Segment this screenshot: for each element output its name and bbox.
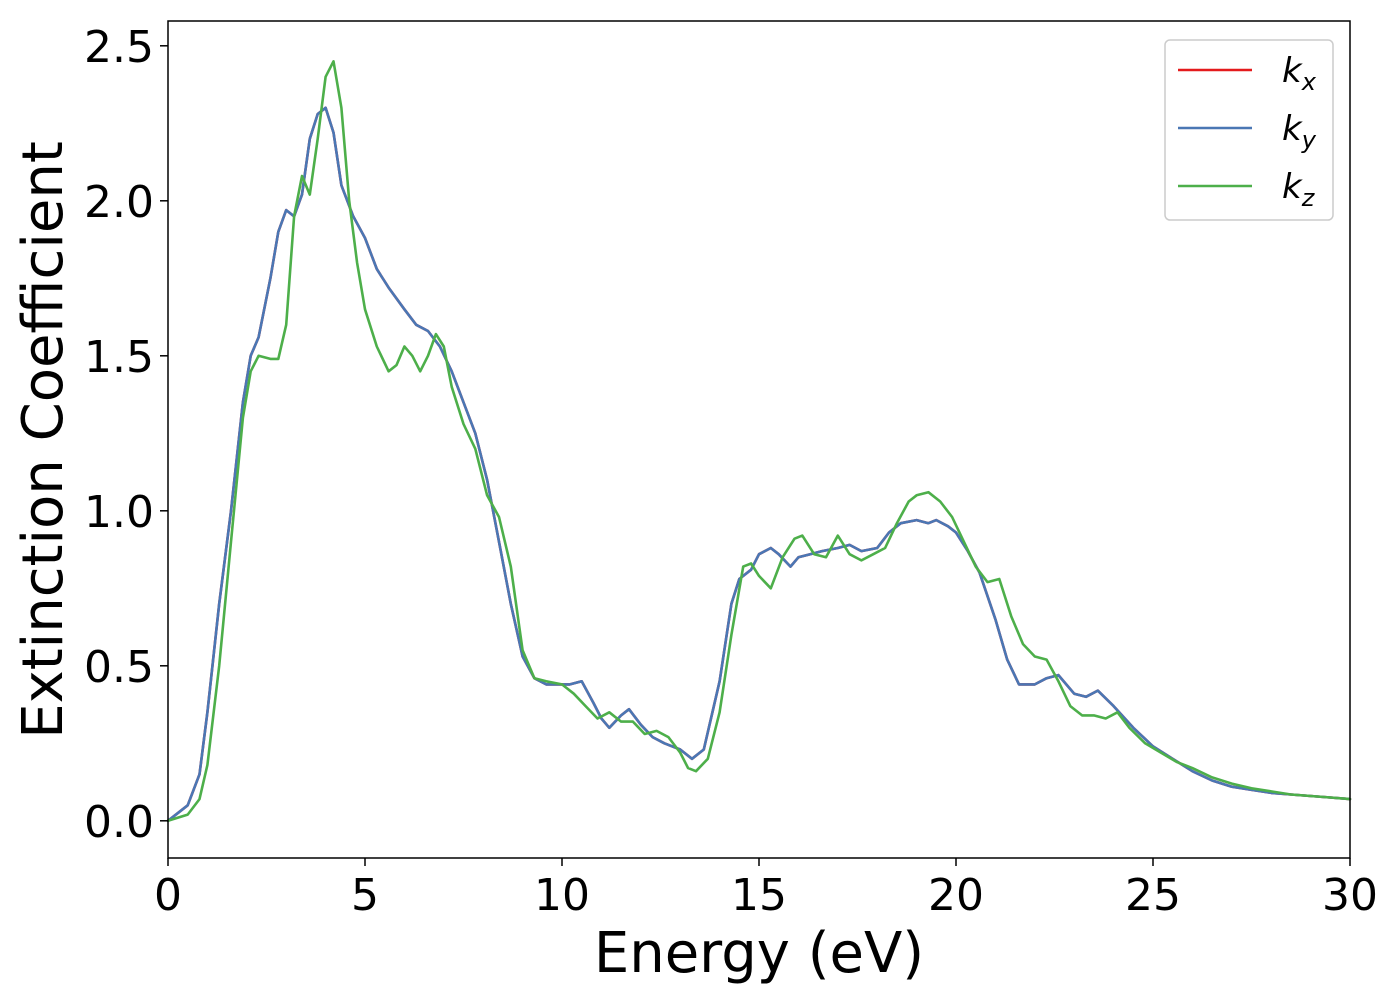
legend-label-x: kx [1282, 51, 1317, 96]
x-axis-title: Energy (eV) [594, 921, 924, 986]
x-tick-label: 5 [351, 870, 379, 921]
legend: kx ky kz [1164, 39, 1334, 221]
y-tick-label: 0.5 [84, 642, 154, 693]
y-tick-label: 1.0 [84, 487, 154, 538]
x-tick-label: 25 [1125, 870, 1181, 921]
series-line-y [166, 106, 1352, 823]
x-tick-label: 30 [1322, 870, 1378, 921]
series-layer [166, 60, 1352, 823]
x-tick-label: 20 [928, 870, 984, 921]
y-axis-title: Extinction Coefficient [11, 141, 76, 739]
ticks-layer: 0 5 10 15 20 25 30 0.0 0.5 1.0 1.5 2.0 2.5 [84, 22, 1378, 921]
legend-label-z: kz [1282, 167, 1316, 212]
y-tick-label: 0.0 [84, 797, 154, 848]
series-line-z [166, 60, 1352, 823]
y-tick-label: 2.0 [84, 177, 154, 228]
y-tick-label: 1.5 [84, 332, 154, 383]
legend-label-y: ky [1282, 109, 1317, 154]
x-tick-label: 10 [534, 870, 590, 921]
x-tick-label: 15 [731, 870, 787, 921]
legend-box [1164, 39, 1334, 221]
x-tick-label: 0 [154, 870, 182, 921]
y-tick-label: 2.5 [84, 22, 154, 73]
